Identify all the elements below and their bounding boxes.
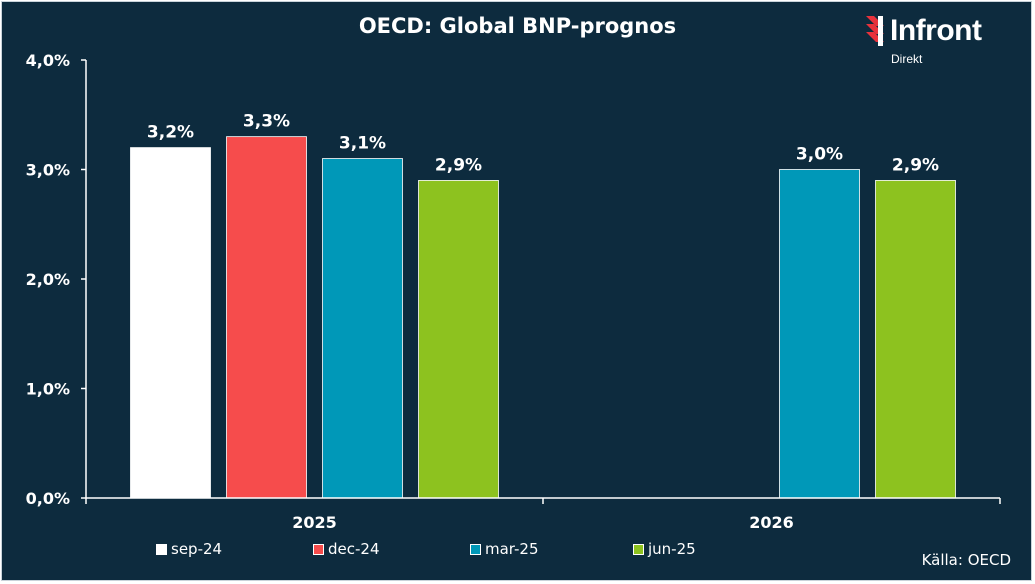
legend-item: dec-24 [313, 540, 380, 558]
infront-logo-icon [866, 16, 884, 46]
y-axis-ticks: 0,0% 1,0% 2,0% 3,0% 4,0% [26, 51, 86, 508]
bar-data-label: 3,0% [796, 145, 843, 165]
legend-swatch [470, 543, 481, 555]
logo-subtitle: Direkt [891, 52, 923, 66]
bar [418, 180, 499, 499]
y-tick-label: 0,0% [26, 489, 70, 508]
bar [875, 180, 956, 499]
legend-label: mar-25 [485, 540, 539, 558]
legend-swatch [313, 543, 324, 555]
legend-swatch [633, 543, 644, 555]
logo-wordmark: Infront [890, 14, 982, 47]
legend-swatch [156, 543, 167, 555]
bar [226, 136, 307, 499]
bar [779, 169, 860, 499]
chart-title: OECD: Global BNP-prognos [358, 14, 677, 38]
legend-label: dec-24 [328, 540, 380, 558]
infront-logo: Infront Direkt [864, 12, 1024, 68]
y-tick-label: 3,0% [26, 161, 70, 180]
source-note: Källa: OECD [921, 551, 1011, 569]
bars [130, 136, 956, 499]
y-tick-label: 1,0% [26, 380, 70, 399]
legend-item: sep-24 [156, 540, 222, 558]
legend-label: sep-24 [171, 540, 223, 558]
x-tick-label: 2026 [749, 513, 794, 532]
bar-data-labels: 3,2% 3,3% 3,1% 2,9% 3,0% 2,9% [147, 112, 939, 176]
y-tick-label: 2,0% [26, 270, 70, 289]
bar [322, 158, 403, 499]
y-tick-label: 4,0% [26, 51, 70, 70]
bar-data-label: 3,3% [243, 112, 290, 132]
x-axis-ticks: 2025 2026 [85, 498, 1001, 532]
legend-label: jun-25 [648, 540, 696, 558]
legend: sep-24 dec-24 mar-25 jun-25 [0, 540, 1035, 562]
bar-data-label: 2,9% [892, 155, 939, 175]
bar-data-label: 3,1% [339, 134, 386, 154]
bar [130, 147, 211, 499]
bar-data-label: 3,2% [147, 123, 194, 143]
x-tick-label: 2025 [292, 513, 337, 532]
legend-item: jun-25 [633, 540, 696, 558]
bar-data-label: 2,9% [435, 155, 482, 175]
legend-item: mar-25 [470, 540, 539, 558]
